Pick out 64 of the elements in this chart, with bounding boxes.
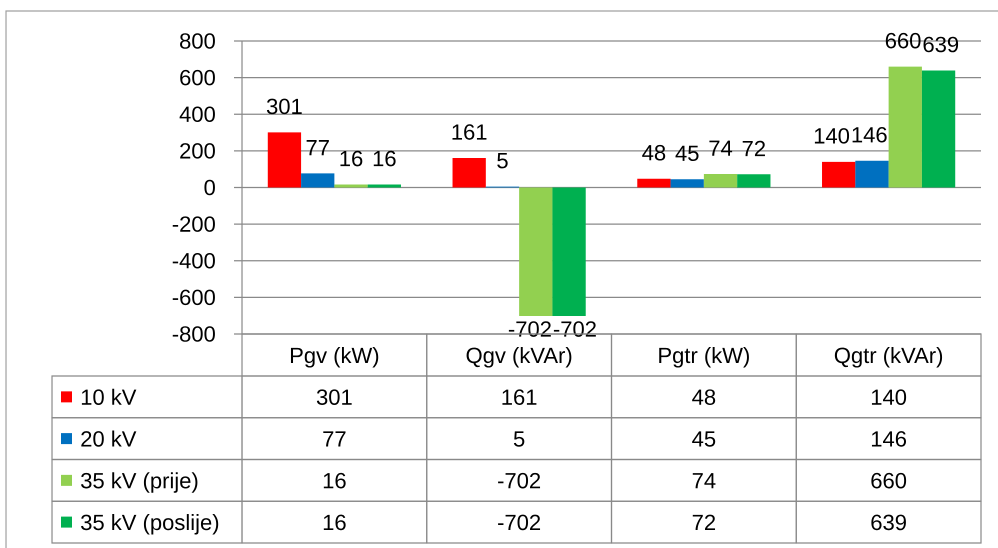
y-tick-label: 200 bbox=[180, 143, 215, 159]
text: 72 bbox=[742, 140, 765, 156]
y-tick-label: 600 bbox=[180, 70, 215, 86]
bar bbox=[637, 178, 671, 188]
text: 5 bbox=[497, 153, 508, 168]
bar bbox=[334, 184, 368, 188]
x-tick-label: Pgtr (kW) bbox=[659, 347, 749, 368]
data-label: 660 bbox=[871, 472, 906, 488]
text: 301 bbox=[266, 98, 302, 114]
bar bbox=[704, 174, 738, 188]
data-label: 140 bbox=[872, 389, 906, 405]
y-tick-label: -600 bbox=[172, 290, 215, 306]
data-label: 72 bbox=[692, 514, 716, 530]
x-tick-label: Qgv (kVAr) bbox=[466, 347, 572, 368]
text: 74 bbox=[709, 140, 732, 156]
data-label: 639 bbox=[871, 514, 906, 530]
text: 16 bbox=[374, 150, 396, 166]
text: 639 bbox=[924, 36, 958, 52]
y-tick-label: 0 bbox=[204, 180, 215, 196]
text: 45 bbox=[675, 146, 699, 162]
data-label: 48 bbox=[692, 389, 716, 405]
bar bbox=[368, 184, 401, 188]
y-tick-label: -200 bbox=[172, 216, 215, 232]
x-tick-label: Pgv (kW) bbox=[290, 347, 378, 368]
data-label: -702 bbox=[498, 514, 540, 530]
bar bbox=[670, 179, 704, 188]
data-label: 301 bbox=[316, 389, 352, 405]
text: 161 bbox=[452, 124, 486, 140]
y-tick-label: -800 bbox=[172, 326, 215, 342]
bar bbox=[452, 158, 486, 188]
y-tick-label: -400 bbox=[172, 252, 215, 269]
text: 16 bbox=[340, 150, 362, 166]
data-label: 74 bbox=[692, 473, 716, 488]
text: 660 bbox=[886, 32, 921, 48]
legend-label: 35 kV (poslije) bbox=[81, 514, 218, 535]
bar bbox=[552, 187, 586, 316]
text: 48 bbox=[642, 144, 666, 161]
bar bbox=[822, 162, 856, 188]
data-label: 16 bbox=[324, 514, 346, 530]
x-tick-label: Qgtr (kVAr) bbox=[834, 347, 942, 368]
text: 146 bbox=[852, 126, 887, 143]
bar bbox=[855, 160, 889, 188]
data-label: 16 bbox=[324, 472, 346, 488]
bar bbox=[268, 132, 302, 188]
bar bbox=[519, 187, 552, 316]
data-label: 146 bbox=[872, 431, 906, 447]
y-tick-label: 800 bbox=[180, 33, 215, 49]
legend-label: 35 kV (prije) bbox=[81, 472, 198, 493]
text: -702 bbox=[508, 321, 551, 337]
y-tick-label: 400 bbox=[180, 106, 215, 122]
bar bbox=[922, 70, 956, 188]
data-label: 77 bbox=[323, 431, 346, 446]
legend-label: 20 kV bbox=[81, 430, 136, 447]
data-label: 45 bbox=[692, 431, 716, 447]
data-label: -702 bbox=[498, 472, 540, 488]
data-label: 5 bbox=[514, 431, 524, 447]
bar bbox=[888, 66, 922, 188]
data-label: 161 bbox=[502, 389, 536, 405]
text: 77 bbox=[306, 140, 329, 156]
bar bbox=[301, 173, 334, 188]
text: 140 bbox=[814, 128, 850, 144]
legend-label: 10 kV bbox=[82, 388, 136, 405]
text: -702 bbox=[554, 321, 596, 337]
bar bbox=[737, 174, 770, 188]
